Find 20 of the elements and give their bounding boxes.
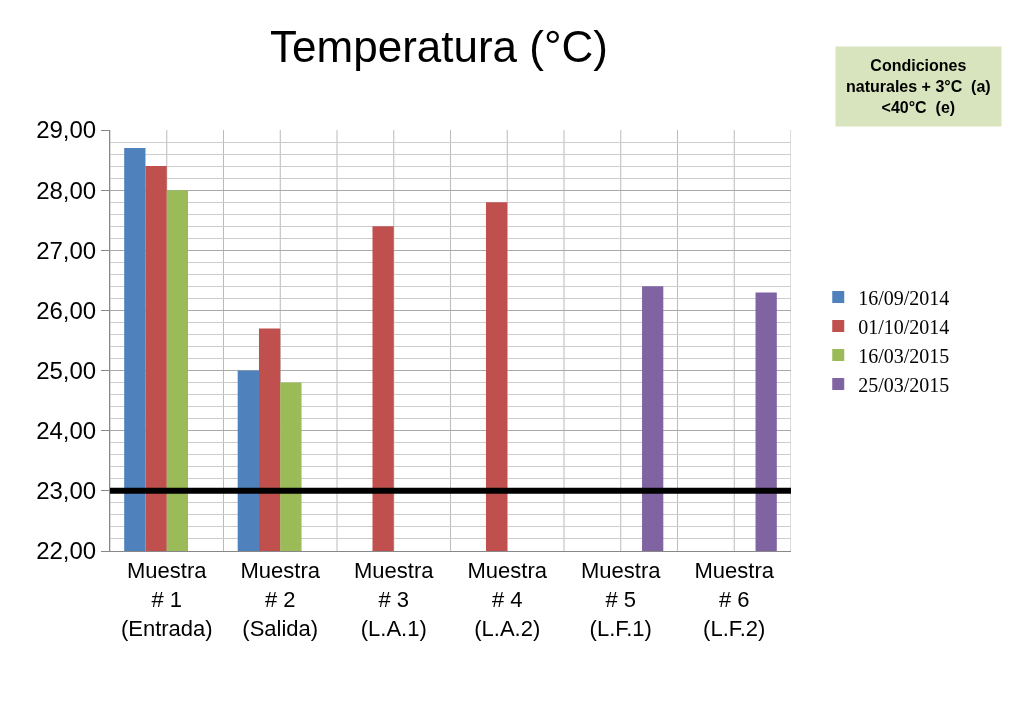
chart-title: Temperatura (°C)	[270, 22, 608, 72]
x-tick-label: Muestra # 2 (Salida)	[240, 558, 321, 641]
x-tick-label: Muestra # 1 (Entrada)	[120, 558, 213, 641]
legend-label: 16/03/2015	[858, 344, 950, 367]
y-tick-label: 28,00	[36, 176, 97, 204]
y-tick-label: 22,00	[36, 537, 97, 565]
y-tick-label: 29,00	[36, 116, 97, 144]
y-tick-label: 24,00	[36, 417, 97, 445]
x-tick-label: Muestra # 5 (L.F.1)	[581, 558, 662, 641]
y-tick-label: 25,00	[36, 356, 97, 384]
legend-label: 01/10/2014	[858, 315, 950, 338]
legend-label: 25/03/2015	[858, 373, 950, 396]
text: Condiciones naturales + 3°C (a) <40°C (e)	[846, 57, 991, 116]
x-tick-label: Muestra # 3 (L.A.1)	[354, 558, 435, 641]
y-tick-label: 26,00	[36, 296, 97, 324]
y-tick-label: 27,00	[36, 236, 97, 264]
legend-label: 16/09/2014	[858, 286, 950, 309]
x-tick-label: Muestra # 6 (L.F.2)	[694, 558, 775, 641]
y-tick-label: 23,00	[36, 477, 97, 505]
x-tick-label: Muestra # 4 (L.A.2)	[467, 558, 548, 641]
